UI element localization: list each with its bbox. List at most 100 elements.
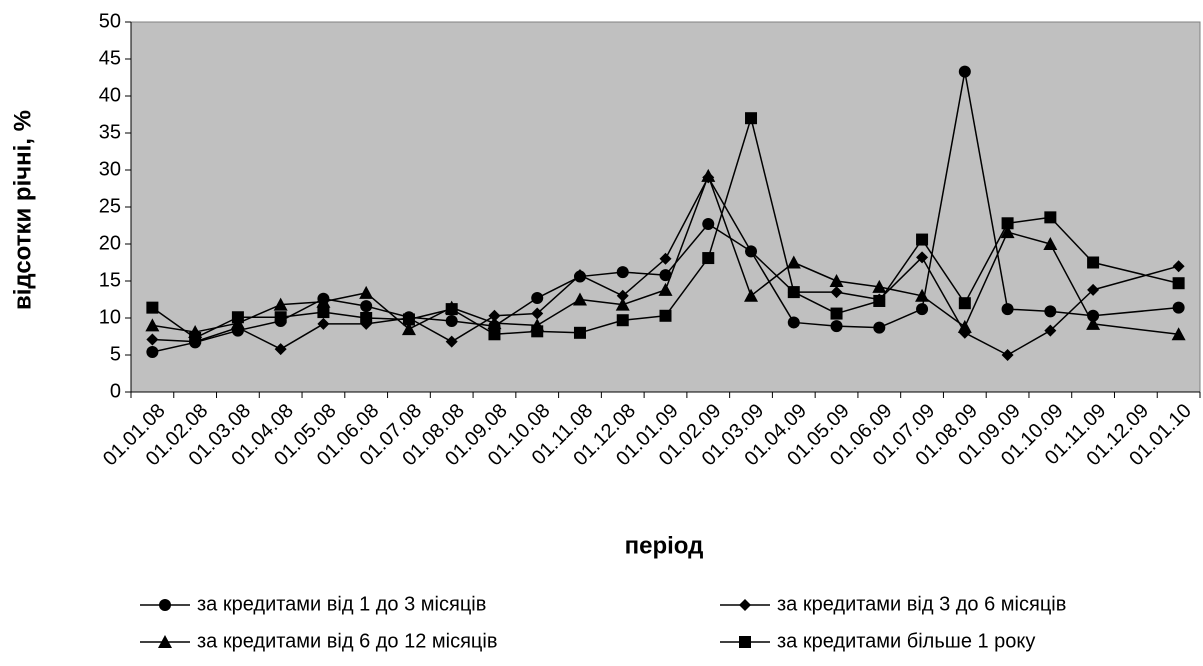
data-point	[915, 288, 930, 302]
data-point	[360, 300, 373, 313]
series-line-segment	[237, 326, 281, 350]
series-line-segment	[365, 292, 410, 330]
series-line-segment	[964, 71, 1009, 310]
series-line-segment	[1007, 231, 1051, 245]
series-line-segment	[750, 250, 795, 293]
y-tick-label: 45	[99, 47, 121, 69]
data-point	[1044, 305, 1057, 318]
data-point	[658, 282, 673, 296]
series-line-segment	[921, 256, 966, 334]
series-line-segment	[878, 239, 923, 302]
series-line-segment	[793, 321, 837, 327]
data-point	[829, 274, 844, 287]
data-point	[830, 320, 843, 333]
data-point	[659, 309, 672, 322]
data-point	[702, 218, 715, 231]
series-line-segment	[750, 261, 795, 297]
y-tick-label: 35	[99, 121, 121, 143]
series-line-segment	[1092, 265, 1179, 291]
y-tick-label: 50	[99, 10, 121, 32]
series-line-segment	[879, 308, 923, 329]
data-point	[445, 303, 458, 316]
series-line-segment	[664, 257, 709, 317]
data-point	[360, 312, 373, 324]
series-line-segment	[579, 298, 623, 306]
data-point	[1171, 327, 1186, 341]
data-point	[401, 322, 416, 336]
series-line-segment	[366, 317, 409, 321]
data-point	[531, 325, 544, 338]
data-point	[1000, 225, 1015, 239]
data-point	[916, 233, 929, 246]
series-line-segment	[836, 280, 880, 288]
series-line-segment	[280, 300, 324, 306]
y-tick-label: 5	[110, 343, 121, 365]
series-line-segment	[537, 330, 581, 334]
series-line-segment	[536, 274, 581, 315]
data-point	[873, 294, 886, 307]
series-line-segment	[451, 320, 495, 327]
data-point	[701, 168, 716, 182]
series-line-segment	[750, 251, 795, 323]
data-point	[573, 326, 586, 339]
data-point	[616, 314, 629, 327]
data-point	[786, 255, 801, 269]
data-point	[916, 303, 929, 316]
series-line-segment	[152, 324, 196, 333]
data-point	[531, 307, 544, 320]
series-line-segment	[1049, 243, 1094, 325]
data-point	[402, 313, 415, 326]
data-point	[231, 311, 244, 324]
data-point	[958, 297, 971, 310]
series-line-segment	[750, 118, 795, 293]
data-point	[317, 317, 330, 330]
series-line-segment	[664, 223, 709, 276]
y-tick-label: 0	[110, 380, 121, 402]
series-line-segment	[921, 295, 966, 328]
data-point	[274, 311, 287, 324]
series-line-segment	[964, 332, 1008, 356]
legend-label: за кредитами більше 1 року	[777, 630, 1035, 652]
data-point	[273, 297, 288, 311]
series-line-segment	[494, 330, 538, 336]
series-line-segment	[664, 177, 709, 260]
data-point	[1044, 211, 1057, 224]
data-point	[531, 292, 544, 305]
data-point	[830, 307, 843, 320]
data-point	[659, 252, 672, 265]
series-line-segment	[494, 297, 538, 327]
data-point	[616, 266, 629, 279]
series-line-segment	[451, 306, 495, 324]
data-point	[359, 285, 374, 299]
legend-marker	[739, 636, 751, 648]
series-line-segment	[664, 175, 709, 291]
series-line-segment	[1007, 216, 1051, 225]
series-line-segment	[622, 271, 666, 276]
series-line-segment	[579, 274, 624, 297]
series-line-segment	[494, 312, 538, 317]
series-line-segment	[323, 311, 367, 319]
y-tick-label: 25	[99, 195, 121, 217]
data-point	[958, 65, 971, 78]
series-line-segment	[1093, 306, 1179, 317]
series-line-segment	[280, 311, 324, 319]
data-point	[1172, 277, 1185, 290]
y-axis-title: відсотки річні, %	[9, 110, 36, 310]
data-point	[1043, 237, 1058, 250]
legend-marker	[159, 599, 171, 611]
data-point	[1001, 349, 1014, 361]
y-tick-label: 15	[99, 269, 121, 291]
series-line-segment	[921, 239, 966, 304]
data-point	[615, 297, 630, 311]
series-line-segment	[1092, 261, 1179, 284]
data-point	[487, 316, 502, 330]
series-line-segment	[536, 275, 581, 299]
y-tick-label: 30	[99, 158, 121, 180]
data-point	[146, 333, 159, 346]
data-point	[572, 292, 587, 306]
series-line-segment	[536, 298, 581, 327]
series-line-segment	[152, 338, 196, 343]
data-point	[1172, 301, 1185, 314]
plot-area	[130, 21, 1201, 393]
